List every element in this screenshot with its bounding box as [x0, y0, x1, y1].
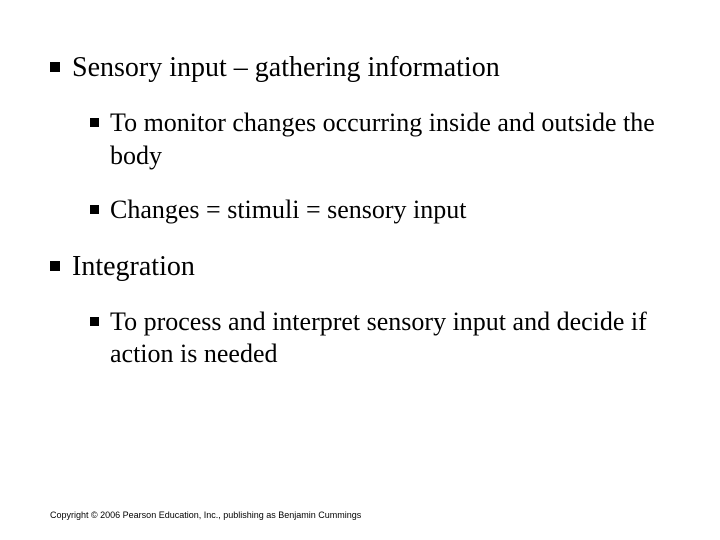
square-bullet-icon: [50, 261, 60, 271]
square-bullet-icon: [90, 205, 99, 214]
copyright-text: Copyright © 2006 Pearson Education, Inc.…: [50, 510, 361, 520]
bullet-level2: To monitor changes occurring inside and …: [90, 107, 670, 172]
slide: Sensory input – gathering information To…: [0, 0, 720, 540]
square-bullet-icon: [90, 118, 99, 127]
bullet-text: Sensory input – gathering information: [72, 50, 500, 85]
bullet-level1: Sensory input – gathering information: [50, 50, 670, 85]
square-bullet-icon: [50, 62, 60, 72]
bullet-level2: To process and interpret sensory input a…: [90, 306, 670, 371]
bullet-text: To monitor changes occurring inside and …: [110, 107, 670, 172]
bullet-text: Changes = stimuli = sensory input: [110, 194, 466, 227]
bullet-text: To process and interpret sensory input a…: [110, 306, 670, 371]
bullet-text: Integration: [72, 249, 195, 284]
bullet-level2: Changes = stimuli = sensory input: [90, 194, 670, 227]
bullet-level1: Integration: [50, 249, 670, 284]
square-bullet-icon: [90, 317, 99, 326]
